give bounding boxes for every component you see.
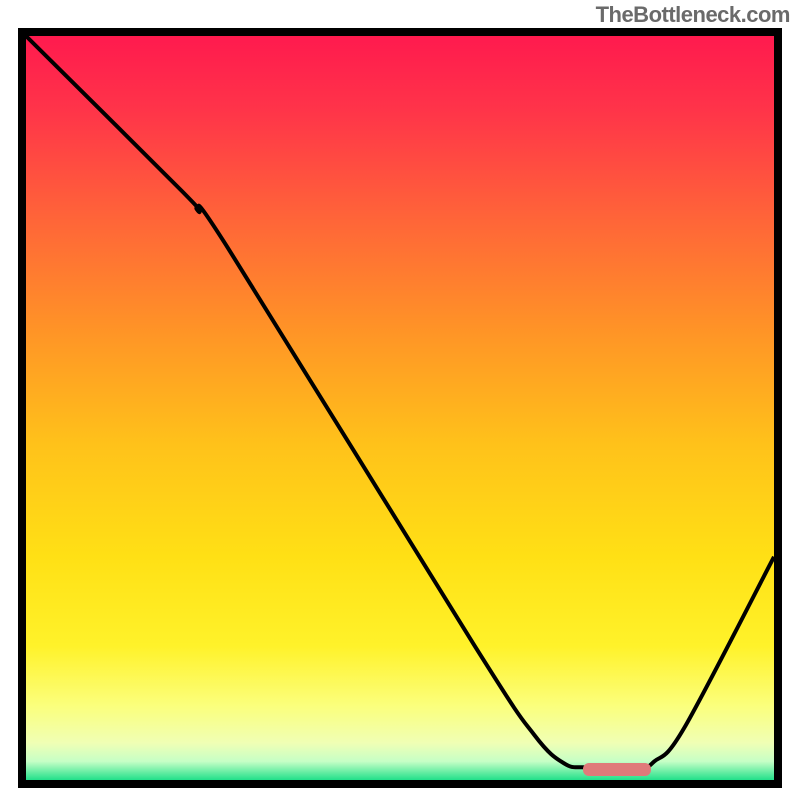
plot-frame (18, 28, 782, 788)
bottleneck-curve (26, 36, 774, 768)
curve-layer (26, 36, 774, 780)
chart-container: TheBottleneck.com (0, 0, 800, 800)
optimum-marker (583, 763, 650, 776)
attribution-label: TheBottleneck.com (596, 2, 790, 28)
